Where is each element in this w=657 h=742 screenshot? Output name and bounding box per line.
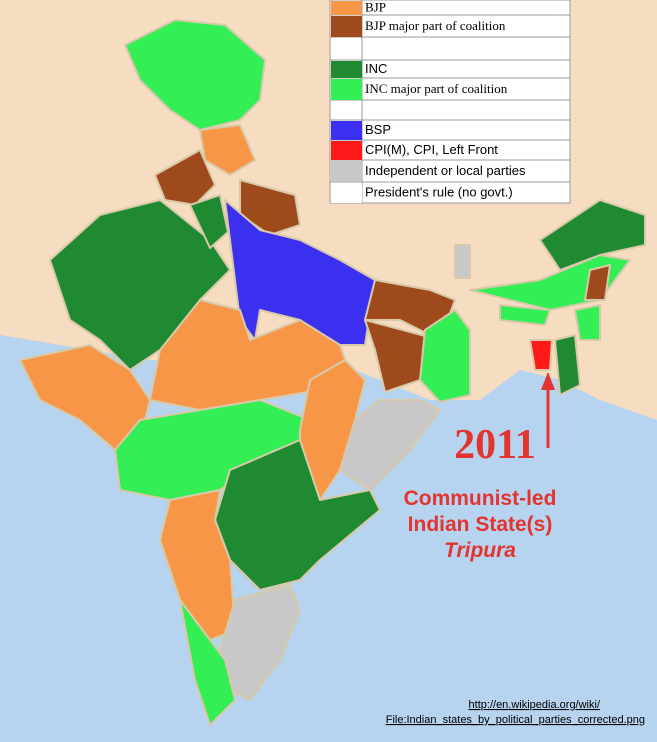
state <box>239 179 301 236</box>
state <box>554 334 581 396</box>
annotation-line: Communist-led <box>404 487 557 510</box>
state <box>179 599 236 726</box>
legend-label: CPI(M), CPI, Left Front <box>365 142 498 157</box>
state <box>529 339 553 371</box>
state <box>339 399 441 491</box>
annotation-state: Tripura <box>444 539 516 562</box>
state <box>199 124 256 176</box>
legend-box <box>329 0 571 204</box>
legend-swatch <box>331 79 362 100</box>
legend-swatch <box>331 161 362 182</box>
state <box>539 199 646 271</box>
state <box>584 264 611 301</box>
legend-swatch <box>331 141 362 160</box>
legend-label: BSP <box>365 122 391 137</box>
state <box>454 244 471 279</box>
legend-swatch <box>331 121 362 140</box>
legend-label: BJP <box>365 0 386 15</box>
legend-swatch <box>331 1 362 15</box>
year: 2011 <box>454 422 536 468</box>
state <box>419 309 471 403</box>
legend-label: INC major part of coalition <box>365 81 508 96</box>
annotation-line: Indian State(s) <box>408 513 553 536</box>
source-line[interactable]: File:Indian_states_by_political_parties_… <box>386 714 645 726</box>
legend-label: INC <box>365 61 387 76</box>
legend: BJP BJP major part of coalition INC INC maj… <box>329 0 571 204</box>
state <box>499 304 551 326</box>
state <box>149 299 346 411</box>
state <box>154 149 216 206</box>
legend-label: Independent or local parties <box>365 163 526 178</box>
legend-swatch <box>331 183 362 203</box>
legend-swatch <box>331 16 362 37</box>
legend-label: BJP major part of coalition <box>365 18 506 33</box>
source-line[interactable]: http://en.wikipedia.org/wiki/ <box>469 699 601 711</box>
state <box>574 304 601 341</box>
legend-swatch <box>331 61 362 78</box>
legend-label: President's rule (no govt.) <box>365 185 513 200</box>
arrow-head <box>541 372 555 390</box>
states <box>19 19 646 726</box>
state <box>124 19 266 131</box>
